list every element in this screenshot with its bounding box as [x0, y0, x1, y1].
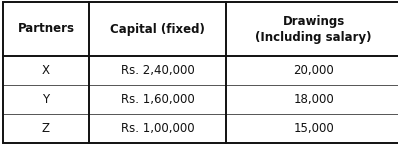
Text: Drawings
(Including salary): Drawings (Including salary) — [256, 14, 372, 44]
Text: Y: Y — [43, 93, 49, 106]
Text: Rs. 1,60,000: Rs. 1,60,000 — [121, 93, 194, 106]
Text: Z: Z — [42, 122, 50, 135]
Text: X: X — [42, 64, 50, 77]
Text: Rs. 2,40,000: Rs. 2,40,000 — [121, 64, 194, 77]
Text: 20,000: 20,000 — [293, 64, 334, 77]
Text: 18,000: 18,000 — [293, 93, 334, 106]
Text: Rs. 1,00,000: Rs. 1,00,000 — [121, 122, 194, 135]
Text: Capital (fixed): Capital (fixed) — [110, 22, 205, 36]
Text: Partners: Partners — [18, 22, 74, 36]
Text: 15,000: 15,000 — [293, 122, 334, 135]
